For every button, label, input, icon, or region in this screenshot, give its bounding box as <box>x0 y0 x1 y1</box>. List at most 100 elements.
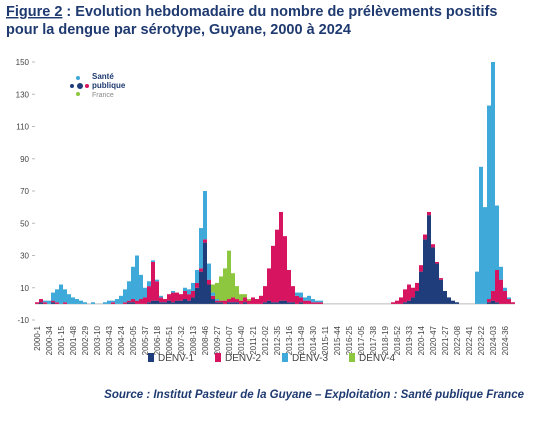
bar-segment <box>423 239 427 304</box>
bar-segment <box>227 302 231 304</box>
bar-segment <box>443 290 447 304</box>
x-tick-label: 2008-46 <box>201 325 210 355</box>
bar-segment <box>55 302 59 304</box>
bar-segment <box>303 297 307 301</box>
bar-segment <box>295 295 299 304</box>
bar-segment <box>499 279 503 304</box>
bar-segment <box>231 297 235 303</box>
bar-segment <box>451 300 455 304</box>
bar-segment <box>135 300 139 304</box>
bar-segment <box>391 302 395 304</box>
bar-segment <box>143 297 147 304</box>
bar-segment <box>307 300 311 304</box>
bar-segment <box>499 266 503 280</box>
x-tick-label: 2024-36 <box>501 325 510 355</box>
bar-segment <box>199 271 203 304</box>
bar-segment <box>495 270 499 303</box>
bar-segment <box>119 295 123 304</box>
x-tick-label: 2024-03 <box>489 325 498 355</box>
logo-text: publique <box>92 81 126 90</box>
x-tick-label: 2006-18 <box>153 325 162 355</box>
bar-segment <box>247 300 251 304</box>
bar-segment <box>319 302 323 304</box>
logo-dot <box>77 83 83 89</box>
x-tick-label: 2010-40 <box>237 325 246 355</box>
bar-segment <box>219 302 223 304</box>
bar-segment <box>511 302 515 304</box>
bar-segment <box>103 302 107 304</box>
legend-label: DENV-1 <box>158 353 195 364</box>
bar-segment <box>503 287 507 291</box>
bar-segment <box>231 273 235 298</box>
bar-segment <box>207 279 211 285</box>
bar-segment <box>307 295 311 301</box>
bar-segment <box>479 166 483 304</box>
bar-segment <box>43 302 47 304</box>
bar-segment <box>175 292 179 301</box>
x-tick-label: 2015-44 <box>333 325 342 355</box>
bar-segment <box>255 299 259 304</box>
bar-segment <box>187 300 191 304</box>
bar-segment <box>51 302 55 304</box>
bar-segment <box>159 302 163 304</box>
x-tick-label: 2007-32 <box>177 325 186 355</box>
bar-segment <box>183 287 187 291</box>
bar-segment <box>423 234 427 240</box>
x-tick-label: 2010-07 <box>225 325 234 355</box>
x-tick-label: 2023-22 <box>477 325 486 355</box>
x-tick-label: 2018-52 <box>393 325 402 355</box>
bar-segment <box>407 284 411 301</box>
bar-segment <box>403 302 407 304</box>
bar-segment <box>39 302 43 304</box>
bar-segment <box>131 302 135 304</box>
bar-segment <box>175 300 179 304</box>
figure-label: Figure 2 <box>6 4 62 20</box>
bar-segment <box>495 205 499 271</box>
bar-segment <box>79 300 83 304</box>
x-tick-label: 2017-05 <box>357 325 366 355</box>
source: Source : Institut Pasteur de la Guyane –… <box>104 389 524 401</box>
bar-segment <box>123 289 127 303</box>
bar-segment <box>151 300 155 304</box>
bar-segment <box>211 284 215 293</box>
bar-segment <box>419 265 423 272</box>
bar-segment <box>187 294 191 301</box>
bar-segment <box>291 302 295 304</box>
bar-segment <box>191 282 195 291</box>
bar-segment <box>131 266 135 300</box>
x-tick-label: 2014-30 <box>309 325 318 355</box>
bar-segment <box>179 294 183 301</box>
bar-segment <box>235 286 239 300</box>
bar-segment <box>147 302 151 304</box>
bar-segment <box>111 302 115 304</box>
bar-segment <box>455 302 459 304</box>
x-tick-label: 2018-19 <box>381 325 390 355</box>
bar-segment <box>159 295 163 298</box>
bar-segment <box>207 284 211 304</box>
bar-segment <box>435 261 439 264</box>
bar-segment <box>315 300 319 303</box>
bar-segment <box>167 300 171 304</box>
bar-segment <box>203 239 207 243</box>
bar-segment <box>267 268 271 301</box>
bar-segment <box>171 302 175 304</box>
logo-dot <box>85 84 89 88</box>
bar-segment <box>495 302 499 304</box>
bar-segment <box>263 286 267 303</box>
bar-segment <box>47 300 51 304</box>
legend-swatch <box>148 353 154 362</box>
bar-segment <box>63 289 67 303</box>
bar-segment <box>51 292 55 301</box>
bar-segment <box>275 229 279 303</box>
bar-segment <box>183 290 187 300</box>
bar-segment <box>427 211 431 216</box>
x-tick-label: 2008-13 <box>189 325 198 355</box>
logo-dot <box>76 92 80 96</box>
bar-segment <box>263 302 267 304</box>
x-tick-label: 2001-15 <box>57 325 66 355</box>
x-tick-label: 2001-48 <box>69 325 78 355</box>
bar-segment <box>83 302 87 304</box>
chart-title: Figure 2 : Evolution hebdomadaire du nom… <box>6 4 497 20</box>
bar-segment <box>131 299 135 303</box>
